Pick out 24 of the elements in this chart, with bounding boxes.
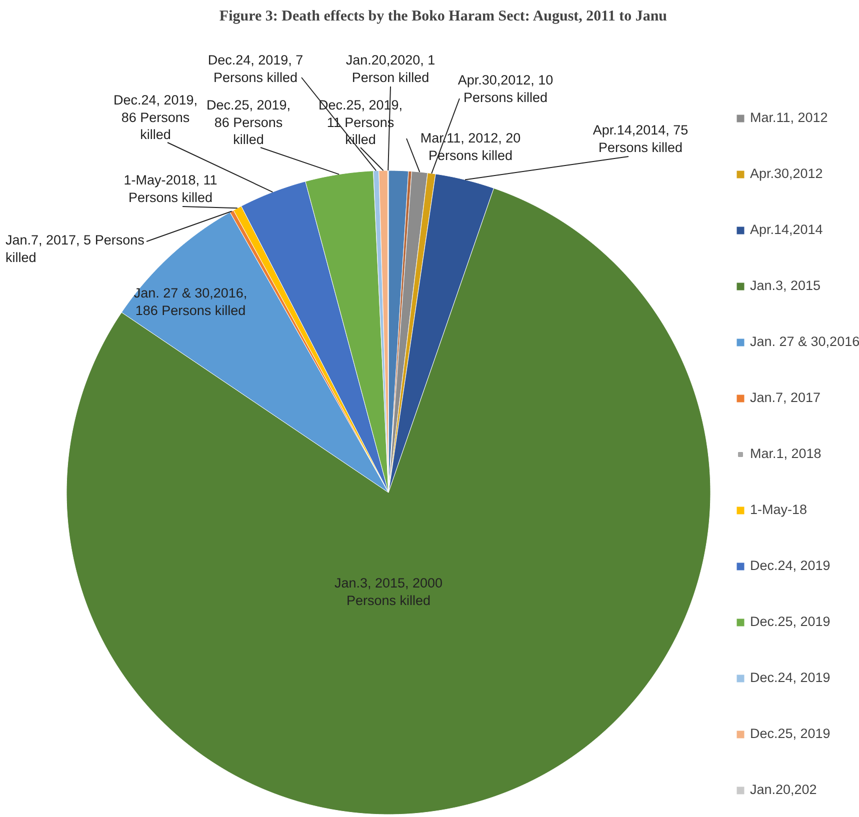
legend-label: Mar.11, 2012 (750, 110, 828, 125)
data-label: Jan. 27 & 30,2016, 186 Persons killed (134, 286, 248, 318)
legend-label: 1-May-18 (750, 502, 808, 517)
data-label: Apr.14,2014, 75 Persons killed (592, 122, 688, 155)
data-label: Jan.20,2020, 1 Person killed (346, 52, 436, 85)
data-label: Jan.3, 2015, 2000 Persons killed (334, 576, 443, 608)
legend-label: Jan.20,202 (750, 782, 817, 797)
legend-label: Jan.7, 2017 (750, 390, 821, 405)
legend-label: Jan. 27 & 30,2016 (750, 334, 859, 349)
legend-label: Dec.24, 2019 (750, 558, 830, 573)
data-label: Dec.24, 2019, 7 Persons killed (208, 52, 304, 85)
data-label: Dec.24, 2019, 86 Persons killed (113, 92, 198, 142)
legend-label: Apr.14,2014 (750, 222, 823, 237)
data-label: Dec.25, 2019, 86 Persons killed (206, 98, 291, 147)
data-label: Jan.7, 2017, 5 Persons killed (6, 232, 145, 265)
chart-title: Figure 3: Death effects by the Boko Haram Sect: August, 2011 to Janu (219, 8, 668, 24)
data-label: 1-May-2018, 11 Persons killed (124, 172, 218, 205)
legend-label: Dec.25, 2019 (750, 614, 830, 629)
legend-label: Jan.3, 2015 (750, 278, 821, 293)
legend-label: Dec.24, 2019 (750, 670, 830, 685)
legend-label: Apr.30,2012 (750, 166, 823, 181)
data-label: Apr.30,2012, 10 Persons killed (458, 72, 554, 105)
legend-label: Mar.1, 2018 (750, 446, 822, 461)
legend-label: Dec.25, 2019 (750, 726, 830, 741)
